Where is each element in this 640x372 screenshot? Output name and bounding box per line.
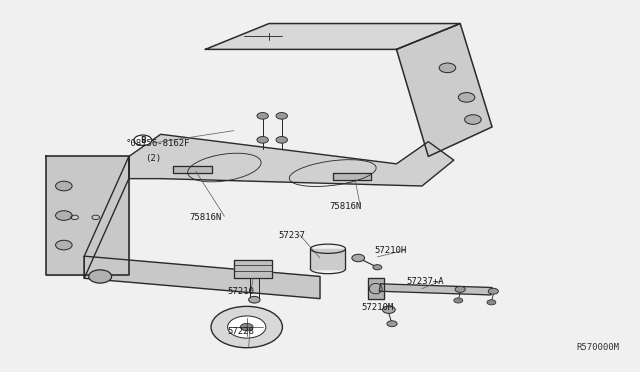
Polygon shape bbox=[46, 157, 129, 275]
Circle shape bbox=[276, 112, 287, 119]
Circle shape bbox=[352, 254, 365, 262]
Polygon shape bbox=[84, 157, 129, 278]
Circle shape bbox=[56, 211, 72, 220]
Text: (2): (2) bbox=[145, 154, 161, 163]
Text: 57210H: 57210H bbox=[374, 246, 406, 255]
Polygon shape bbox=[84, 256, 320, 299]
Text: 57210: 57210 bbox=[228, 287, 255, 296]
Polygon shape bbox=[396, 23, 492, 157]
Circle shape bbox=[248, 296, 260, 303]
Circle shape bbox=[257, 137, 268, 143]
Circle shape bbox=[488, 288, 499, 294]
Circle shape bbox=[89, 270, 111, 283]
Circle shape bbox=[56, 181, 72, 191]
Polygon shape bbox=[129, 134, 454, 186]
Circle shape bbox=[465, 115, 481, 124]
Circle shape bbox=[387, 321, 397, 327]
Text: B: B bbox=[140, 136, 146, 145]
Polygon shape bbox=[173, 166, 212, 173]
Text: 75816N: 75816N bbox=[330, 202, 362, 211]
Circle shape bbox=[228, 316, 266, 338]
Circle shape bbox=[257, 112, 268, 119]
Text: 57210M: 57210M bbox=[362, 303, 394, 312]
Circle shape bbox=[455, 286, 465, 292]
Text: R570000M: R570000M bbox=[577, 343, 620, 352]
Text: 57228: 57228 bbox=[228, 327, 255, 336]
Circle shape bbox=[454, 298, 463, 303]
Polygon shape bbox=[380, 284, 492, 295]
Circle shape bbox=[56, 240, 72, 250]
Circle shape bbox=[487, 300, 496, 305]
Circle shape bbox=[276, 137, 287, 143]
Text: 75816N: 75816N bbox=[189, 213, 221, 222]
Polygon shape bbox=[368, 278, 384, 299]
Text: 57237+A: 57237+A bbox=[406, 278, 444, 286]
Circle shape bbox=[211, 307, 282, 348]
Text: °08156-8162F: °08156-8162F bbox=[125, 139, 190, 148]
Circle shape bbox=[373, 264, 382, 270]
Circle shape bbox=[241, 323, 253, 331]
Polygon shape bbox=[234, 260, 272, 278]
Polygon shape bbox=[205, 23, 460, 49]
Circle shape bbox=[439, 63, 456, 73]
Circle shape bbox=[134, 135, 152, 145]
Text: 57237: 57237 bbox=[278, 231, 305, 240]
Circle shape bbox=[458, 93, 475, 102]
Polygon shape bbox=[333, 173, 371, 180]
Polygon shape bbox=[310, 249, 346, 269]
Circle shape bbox=[383, 306, 395, 313]
